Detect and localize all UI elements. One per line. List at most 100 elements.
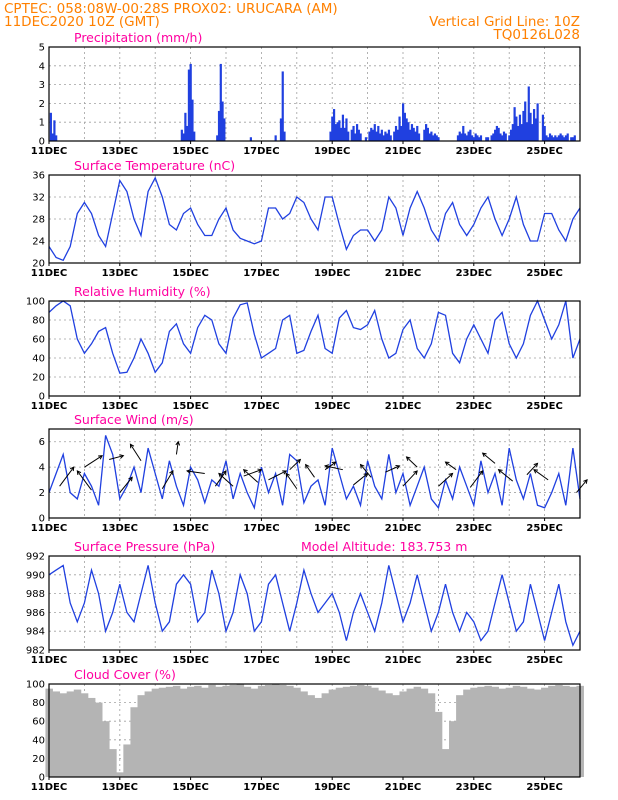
cloud-cover-bar [73,689,82,777]
pressure-xtick-label: 17DEC [243,655,279,666]
wind-vector [161,470,174,490]
cloud-cover-bar [272,684,280,777]
cloud-cover-bar [300,691,308,777]
precipitation-bar [467,131,470,141]
precipitation-bar [53,120,56,141]
precipitation-bar [566,133,569,141]
precipitation-bar [499,133,502,141]
wind-vector-head [129,443,135,449]
cloud-cover-bar [463,689,471,777]
wind-vector-head [478,470,484,475]
wind-vector [268,470,287,481]
precipitation-bar [410,124,414,141]
precipitation-ytick-label: 1 [39,118,45,129]
precipitation-bar [279,118,283,141]
precipitation-bar [571,137,575,141]
cloud-cover-ytick-label: 60 [32,717,45,728]
cloud-cover-bar [208,684,216,777]
precipitation-bar [552,137,555,141]
humidity-xtick-label: 25DEC [526,401,562,412]
cloud-cover-bar [222,685,230,777]
temperature-xtick-label: 15DEC [172,268,208,279]
wind-vector [526,462,538,476]
cloud-cover-bar [144,691,153,777]
precipitation-bar [387,129,391,141]
wind-vector-head [282,470,288,475]
precipitation-bar [389,135,392,141]
precipitation-bar [193,131,196,141]
precipitation-bar [407,122,410,141]
pressure-xtick-label: 23DEC [456,655,492,666]
humidity-ytick-label: 80 [32,316,45,327]
precipitation-bar [563,137,566,141]
precipitation-bar [378,133,382,141]
wind-panel: 0 2 4 6 11DEC 13DEC 15DEC 17DEC 19DEC 21DEC 23DEC 2… [31,412,588,534]
wind-vector-head [128,476,133,482]
precipitation-bar [534,118,537,141]
pressure-ytick-label: 986 [26,608,45,619]
precipitation-bar [502,131,506,141]
cloud-cover-xtick-label: 13DEC [102,782,138,793]
temperature-xtick-label: 13DEC [102,268,138,279]
cloud-cover-ytick-label: 80 [32,698,45,709]
humidity-xtick-label: 17DEC [243,401,279,412]
cloud-cover-bar [179,688,188,777]
precipitation-bar [557,135,560,141]
wind-vector [445,461,457,471]
precipitation-bar [465,135,468,141]
cloud-cover-bar [279,684,287,777]
cloud-cover-bar [519,686,528,777]
precipitation-bar [370,127,373,141]
wind-vector-head [405,456,411,461]
precipitation-bar [417,133,421,141]
precipitation-title: Precipitation (mm/h) [74,30,202,45]
precipitation-bar [364,137,368,141]
pressure-xtick-label: 15DEC [172,655,208,666]
cloud-cover-bar [293,687,301,777]
precipitation-bar [184,112,187,141]
cloud-cover-bar [215,686,223,777]
wind-ytick-label: 0 [39,514,45,525]
wind-title: Surface Wind (m/s) [74,412,194,427]
wind-vector-head [305,463,310,469]
wind-xtick-label: 23DEC [456,523,492,534]
cloud-cover-xtick-label: 19DEC [314,782,350,793]
precipitation-bar [414,131,417,141]
precipitation-bar [559,133,562,141]
wind-vector-head [359,463,365,469]
wind-vector-head [395,465,401,470]
humidity-series-line [48,299,581,374]
cloud-cover-bar [243,686,252,777]
wind-vector [243,469,262,477]
cloud-cover-bar [484,685,492,777]
pressure-subtitle: Model Altitude: 183.753 m [301,539,467,554]
precipitation-xtick-label: 15DEC [172,146,208,157]
cloud-cover-bar [130,707,138,777]
pressure-xtick-label: 25DEC [526,655,562,666]
cloud-cover-bar [123,744,131,777]
wind-vector [119,476,133,493]
cloud-cover-bar [264,684,273,777]
temperature-series-line [48,176,581,262]
precipitation-bar [400,125,403,141]
precipitation-bar [357,129,360,141]
precipitation-bar [412,127,415,141]
wind-vector-head [413,470,418,475]
precipitation-bar [375,131,378,141]
wind-vector-head [218,472,223,478]
precipitation-bar [382,135,385,141]
wind-vector [175,441,179,455]
wind-xtick-label: 25DEC [526,523,562,534]
precipitation-xtick-label: 17DEC [243,146,279,157]
cloud-cover-bar [307,695,315,777]
precipitation-ytick-label: 0 [39,137,45,148]
cloud-cover-panel: 0 20 40 60 80 100 11DEC 13DEC 15DEC 17DEC 19DEC 21D… [26,667,584,793]
precipitation-bar [249,137,252,141]
precipitation-bar [524,101,527,141]
precipitation-bar [497,127,500,141]
cloud-cover-bar [512,685,521,777]
precipitation-bar [386,133,389,141]
wind-vector [402,470,418,487]
pressure-title: Surface Pressure (hPa) [74,539,215,554]
